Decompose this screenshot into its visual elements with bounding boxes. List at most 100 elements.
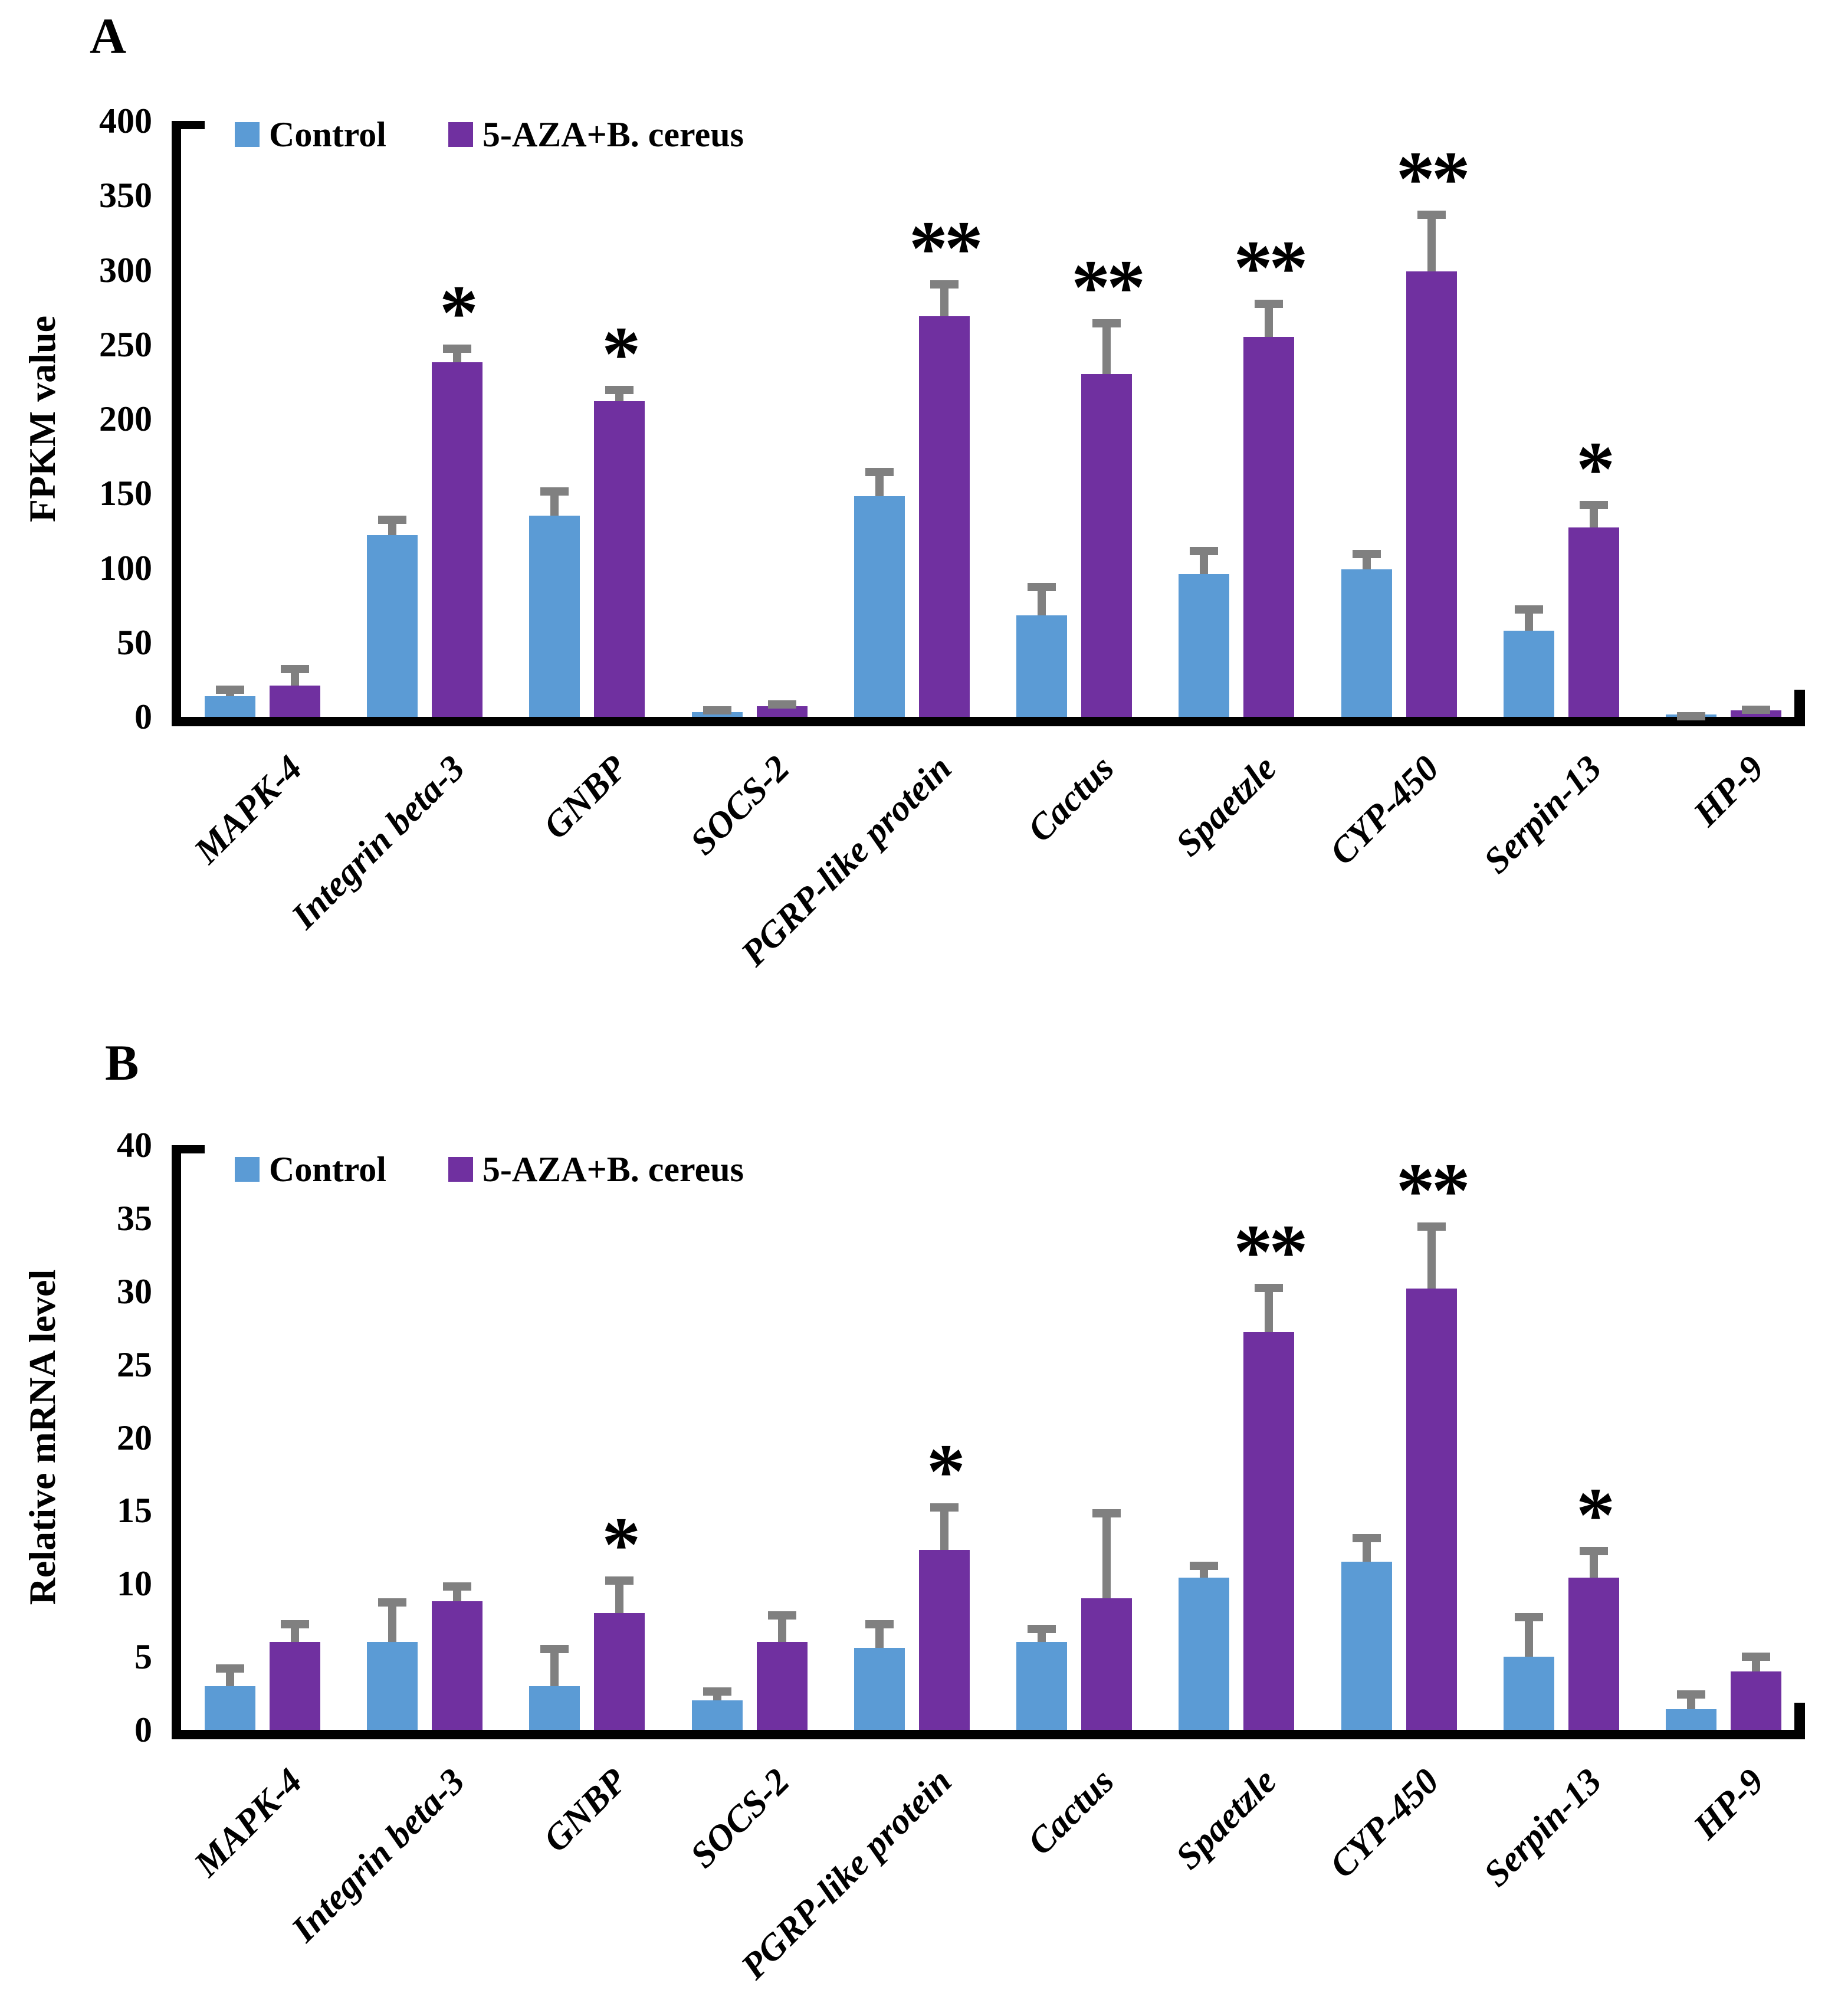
error-bar-cap	[1190, 547, 1219, 556]
legend-item-control: Control	[235, 117, 386, 152]
legend-label-treatment: 5-AZA+B. cereus	[482, 115, 744, 154]
error-bar-cap	[280, 664, 309, 673]
bar-treatment-3	[756, 706, 808, 717]
error-bar-cap	[703, 1687, 731, 1696]
error-bar-cap	[1677, 712, 1706, 721]
error-bar-cap	[1352, 1534, 1381, 1542]
error-bar-cap	[540, 1645, 569, 1654]
bar-control-2	[529, 516, 580, 717]
error-bar-stem	[1525, 1612, 1534, 1657]
error-bar-cap	[1028, 1624, 1056, 1633]
error-bar-stem	[1102, 1509, 1111, 1599]
error-bar-cap	[215, 1664, 244, 1673]
x-axis-end-tick	[1794, 1703, 1805, 1730]
y-axis-top-tick	[181, 121, 205, 129]
error-bar-cap	[865, 468, 894, 477]
y-tick-label: 15	[117, 1491, 152, 1530]
significance-marker: *	[602, 1500, 641, 1588]
y-tick-label: 350	[99, 176, 152, 215]
significance-marker: **	[1396, 135, 1471, 222]
y-tick-label: 400	[99, 101, 152, 140]
error-bar-cap	[1352, 550, 1381, 559]
bar-treatment-7	[1406, 1288, 1457, 1730]
y-tick-label: 50	[117, 622, 152, 662]
error-bar-cap	[930, 280, 959, 289]
bar-treatment-1	[431, 1601, 483, 1730]
y-tick-label: 30	[117, 1271, 152, 1311]
bar-control-2	[529, 1686, 580, 1730]
error-bar-cap	[1190, 1562, 1219, 1571]
bar-control-1	[366, 535, 418, 717]
bar-treatment-6	[1243, 1332, 1295, 1730]
significance-marker: **	[1233, 1208, 1308, 1296]
error-bar-cap	[215, 685, 244, 694]
y-tick-label: 35	[117, 1198, 152, 1238]
significance-marker: *	[602, 310, 641, 398]
error-bar-cap	[1028, 582, 1056, 591]
bar-control-1	[366, 1642, 418, 1730]
error-bar-stem	[388, 1598, 396, 1643]
x-axis-label: MAPK-4	[186, 1761, 310, 1884]
y-tick-label: 5	[134, 1637, 152, 1677]
error-bar-cap	[930, 1503, 959, 1512]
legend-label-treatment: 5-AZA+B. cereus	[482, 1150, 744, 1189]
bar-control-0	[204, 1686, 255, 1730]
error-bar-stem	[615, 1576, 624, 1613]
bar-control-0	[204, 696, 255, 717]
x-axis-label: Serpin-13	[1476, 1761, 1610, 1894]
significance-marker: **	[1396, 1147, 1471, 1234]
error-bar-stem	[550, 1645, 559, 1686]
y-axis-top-tick	[181, 1145, 205, 1153]
error-bar-cap	[767, 700, 796, 709]
error-bar-stem	[1265, 300, 1274, 337]
error-bar-cap	[703, 706, 731, 715]
x-axis-label: Integrin beta-3	[284, 1761, 472, 1950]
bar-treatment-0	[269, 685, 320, 717]
significance-marker: *	[926, 1427, 966, 1515]
bar-treatment-3	[756, 1642, 808, 1730]
bar-treatment-6	[1243, 337, 1295, 717]
error-bar-cap	[378, 1598, 406, 1607]
error-bar-cap	[1255, 1284, 1284, 1293]
bar-treatment-2	[594, 1612, 645, 1730]
error-bar-cap	[605, 386, 634, 395]
y-tick-label: 40	[117, 1126, 152, 1165]
error-bar-cap	[1417, 210, 1446, 219]
legend-swatch-control	[235, 1157, 260, 1182]
y-tick-label: 100	[99, 548, 152, 588]
legend-swatch-control	[235, 122, 260, 147]
significance-marker: **	[1233, 224, 1308, 311]
y-tick-label: 250	[99, 324, 152, 364]
bar-treatment-4	[918, 316, 970, 717]
legend-swatch-treatment	[448, 122, 473, 147]
x-axis-label: Spaetzle	[1168, 1761, 1285, 1877]
significance-marker: **	[908, 205, 983, 292]
error-bar-stem	[1265, 1284, 1274, 1333]
bar-treatment-4	[918, 1550, 970, 1730]
bar-control-6	[1179, 1578, 1230, 1730]
legend-item-control: Control	[235, 1152, 386, 1187]
bar-control-4	[854, 496, 905, 717]
error-bar-cap	[1580, 1547, 1609, 1556]
y-tick-label: 200	[99, 399, 152, 438]
bar-control-6	[1179, 573, 1230, 717]
error-bar-cap	[1092, 1509, 1121, 1517]
error-bar-cap	[1515, 605, 1544, 614]
error-bar-stem	[1427, 210, 1436, 272]
error-bar-cap	[1677, 1690, 1706, 1699]
panel-a-label: A	[90, 8, 127, 64]
error-bar-cap	[1092, 319, 1121, 327]
bar-control-8	[1504, 630, 1555, 717]
error-bar-cap	[1580, 500, 1609, 509]
legend-item-treatment: 5-AZA+B. cereus	[448, 117, 744, 152]
panel-b-label: B	[105, 1034, 139, 1091]
significance-marker: *	[1576, 425, 1615, 512]
legend-label-control: Control	[269, 1150, 386, 1189]
y-tick-label: 150	[99, 474, 152, 513]
bar-treatment-9	[1731, 1671, 1782, 1730]
error-bar-cap	[1742, 1652, 1771, 1661]
error-bar-cap	[605, 1576, 634, 1585]
x-axis	[172, 1730, 1805, 1739]
bar-control-7	[1341, 569, 1392, 717]
